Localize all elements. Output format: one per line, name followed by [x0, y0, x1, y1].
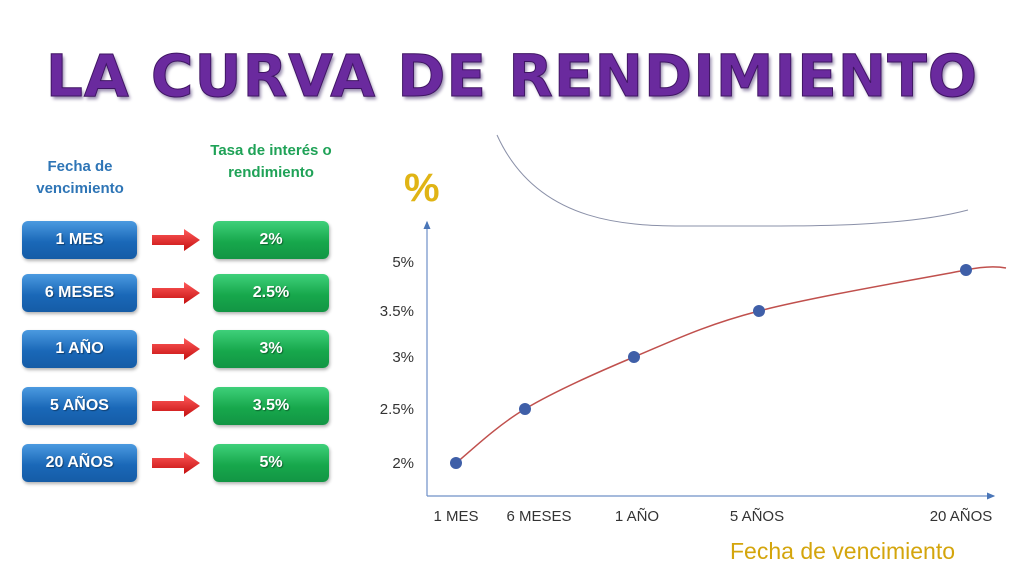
y-tick-label: 2.5%	[380, 401, 414, 418]
y-axis-label: %	[404, 166, 440, 210]
arrow-right-icon	[152, 229, 200, 251]
maturity-label: 6 MESES	[44, 284, 115, 301]
page-title: LA CURVA DE RENDIMIENTO	[45, 42, 979, 111]
maturity-box: 6 MESES	[22, 274, 137, 312]
y-tick-label: 2%	[392, 455, 414, 472]
arrow-right-icon	[152, 395, 200, 417]
rate-label: 5%	[259, 454, 283, 471]
arrow-right-icon	[152, 338, 200, 360]
maturity-label: 1 AÑO	[55, 340, 104, 357]
maturity-label: 5 AÑOS	[50, 397, 109, 414]
data-point	[960, 264, 972, 276]
rate-box: 2%	[213, 221, 329, 259]
maturity-label: 1 MES	[55, 231, 104, 248]
rate-box: 2.5%	[213, 274, 329, 312]
x-axis-label: Fecha de vencimiento	[730, 538, 956, 564]
x-tick-label: 6 MESES	[506, 508, 571, 525]
y-tick-label: 5%	[392, 254, 414, 271]
rate-box: 5%	[213, 444, 329, 482]
maturity-box: 1 MES	[22, 221, 137, 259]
arrow-right-icon	[152, 452, 200, 474]
maturity-box: 1 AÑO	[22, 330, 137, 368]
x-tick-label: 1 MES	[433, 508, 478, 525]
data-point	[628, 351, 640, 363]
rate-label: 3%	[259, 340, 283, 357]
rate-label: 2%	[259, 231, 283, 248]
rate-label: 3.5%	[252, 397, 290, 414]
y-tick-label: 3%	[392, 349, 414, 366]
maturity-header: Fecha de vencimiento	[36, 158, 124, 197]
decorative-arc	[496, 134, 969, 227]
maturity-box: 5 AÑOS	[22, 387, 137, 425]
rate-box: 3.5%	[213, 387, 329, 425]
rate-label: 2.5%	[252, 284, 290, 301]
rate-box: 3%	[213, 330, 329, 368]
data-point	[519, 403, 531, 415]
x-tick-label: 5 AÑOS	[730, 508, 784, 525]
yield-curve-line	[455, 266, 1007, 464]
x-tick-label: 1 AÑO	[615, 508, 659, 525]
y-tick-label: 3.5%	[380, 303, 414, 320]
data-point	[753, 305, 765, 317]
x-tick-label: 20 AÑOS	[930, 508, 993, 525]
arrow-right-icon	[152, 282, 200, 304]
rate-header: Tasa de interés o rendimiento	[210, 142, 332, 181]
maturity-box: 20 AÑOS	[22, 444, 137, 482]
data-point	[450, 457, 462, 469]
maturity-label: 20 AÑOS	[45, 454, 114, 471]
